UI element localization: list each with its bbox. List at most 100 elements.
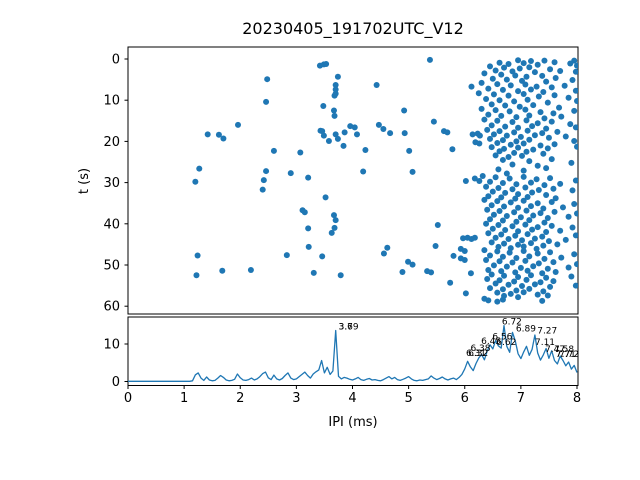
scatter-point — [462, 177, 469, 184]
scatter-point — [499, 137, 506, 144]
scatter-point — [270, 147, 277, 154]
scatter-point — [330, 107, 337, 114]
scatter-point — [495, 243, 502, 250]
scatter-point — [534, 250, 541, 257]
y-tick-label: 60 — [103, 300, 120, 315]
scatter-point — [522, 221, 529, 228]
scatter-point — [235, 121, 242, 128]
scatter-point — [552, 269, 559, 276]
scatter-point — [517, 264, 524, 271]
scatter-point — [501, 240, 508, 247]
scatter-point — [543, 274, 550, 281]
scatter-point — [552, 74, 559, 81]
scatter-point — [489, 225, 496, 232]
y-tick-label: 30 — [103, 176, 120, 191]
scatter-point — [487, 216, 494, 223]
scatter-point — [522, 106, 529, 113]
scatter-point — [476, 177, 483, 184]
scatter-point — [494, 81, 501, 88]
scatter-point — [492, 234, 499, 241]
scatter-point — [492, 174, 499, 181]
scatter-point — [520, 197, 527, 204]
scatter-point — [535, 93, 542, 100]
scatter-point — [513, 114, 520, 121]
scatter-point — [547, 249, 554, 256]
scatter-point — [513, 287, 520, 294]
scatter-point — [501, 272, 508, 279]
scatter-point — [475, 90, 482, 97]
scatter-point — [499, 86, 506, 93]
scatter-point — [325, 137, 332, 144]
scatter-point — [537, 210, 544, 217]
scatter-point — [529, 123, 536, 130]
scatter-point — [219, 267, 226, 274]
peak-label: 6.45 — [481, 337, 501, 347]
scatter-point — [515, 57, 522, 64]
scatter-point — [547, 283, 554, 290]
scatter-point — [539, 297, 546, 304]
scatter-point — [520, 289, 527, 296]
scatter-point — [488, 144, 495, 151]
scatter-point — [544, 99, 551, 106]
scatter-point — [512, 195, 519, 202]
scatter-point — [494, 140, 501, 147]
scatter-point — [515, 241, 522, 248]
scatter-point — [559, 204, 566, 211]
scatter-point — [556, 104, 563, 111]
scatter-point — [530, 212, 537, 219]
scatter-point — [543, 191, 550, 198]
scatter-point — [511, 149, 518, 156]
scatter-point — [506, 175, 513, 182]
scatter-point — [524, 194, 531, 201]
scatter-point — [506, 249, 513, 256]
scatter-point — [507, 290, 514, 297]
scatter-point — [264, 76, 271, 83]
scatter-point — [545, 238, 552, 245]
scatter-point — [498, 71, 505, 78]
scatter-point — [373, 81, 380, 88]
x-tick-label: 1 — [180, 391, 188, 406]
scatter-point — [558, 113, 565, 120]
scatter-point — [503, 170, 510, 177]
scatter-point — [263, 98, 270, 105]
scatter-point — [515, 191, 522, 198]
scatter-point — [515, 273, 522, 280]
scatter-point — [496, 277, 503, 284]
scatter-point — [450, 252, 457, 259]
y-tick-label: 20 — [103, 135, 120, 150]
scatter-point — [332, 86, 339, 93]
y-tick-label: 40 — [103, 217, 120, 232]
scatter-point — [571, 201, 578, 208]
scatter-point — [337, 272, 344, 279]
scatter-point — [192, 178, 199, 185]
x-ticks: 0 1 2 3 4 5 6 7 8 — [124, 385, 581, 406]
scatter-point — [319, 128, 326, 135]
scatter-point — [485, 266, 492, 273]
peak-labels: 3.73.69 6.726.89 7.27 6.566.456.62 7.11 6.38 7… — [339, 318, 580, 361]
scatter-point — [574, 143, 578, 150]
scatter-point — [543, 229, 550, 236]
scatter-point — [530, 102, 537, 109]
scatter-point — [485, 193, 492, 200]
scatter-point — [503, 212, 510, 219]
scatter-point — [533, 245, 540, 252]
scatter-point — [215, 131, 222, 138]
scatter-point — [541, 115, 548, 122]
scatter-point — [287, 170, 294, 177]
scatter-point — [499, 253, 506, 260]
scatter-point — [444, 129, 451, 136]
scatter-point — [574, 261, 578, 268]
scatter-point — [526, 64, 533, 71]
scatter-point — [534, 224, 541, 231]
scatter-point — [499, 217, 506, 224]
scatter-point — [524, 127, 531, 134]
scatter-point — [539, 233, 546, 240]
scatter-point — [360, 168, 367, 175]
scatter-point — [531, 235, 538, 242]
scatter-point — [193, 272, 200, 279]
scatter-point — [515, 144, 522, 151]
scatter-point — [537, 279, 544, 286]
scatter-point — [529, 226, 536, 233]
scatter-point — [502, 123, 509, 130]
scatter-point — [511, 209, 518, 216]
